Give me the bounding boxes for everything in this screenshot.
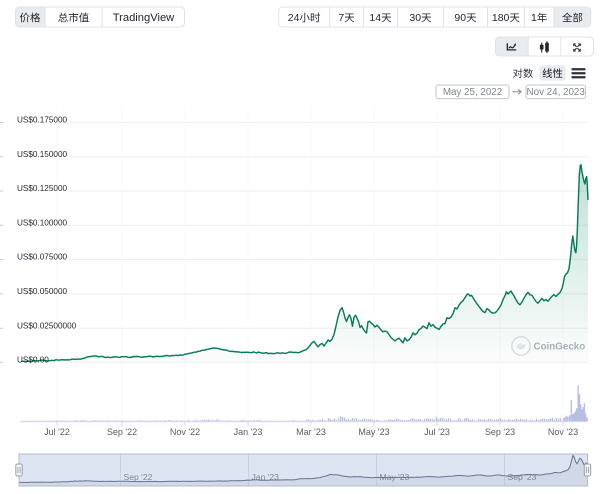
svg-text:Sep '22: Sep '22: [124, 472, 153, 482]
svg-text:Sep '22: Sep '22: [107, 427, 137, 437]
svg-text:CoinGecko: CoinGecko: [534, 342, 586, 353]
svg-text:1: 1: [531, 12, 537, 24]
svg-text:7: 7: [338, 12, 344, 24]
svg-text:US$0.050000: US$0.050000: [17, 287, 68, 296]
svg-text:May '23: May '23: [380, 472, 410, 482]
svg-text:90: 90: [454, 12, 466, 24]
svg-text:US$0.00: US$0.00: [17, 355, 49, 364]
svg-text:US$0.100000: US$0.100000: [17, 218, 68, 227]
svg-text:May '23: May '23: [358, 427, 389, 437]
svg-text:14: 14: [369, 12, 381, 24]
svg-text:US$0.125000: US$0.125000: [17, 184, 68, 193]
svg-text:Nov '23: Nov '23: [548, 427, 578, 437]
svg-text:Jul '23: Jul '23: [424, 427, 450, 437]
svg-text:US$0.075000: US$0.075000: [17, 253, 68, 262]
svg-text:Jul '22: Jul '22: [44, 427, 70, 437]
svg-text:Sep '23: Sep '23: [508, 472, 537, 482]
svg-text:US$0.02500000: US$0.02500000: [17, 321, 77, 330]
svg-text:Jan '23: Jan '23: [252, 472, 280, 482]
svg-text:Nov 24, 2023: Nov 24, 2023: [527, 87, 586, 98]
svg-text:TradingView: TradingView: [113, 12, 175, 24]
svg-text:30: 30: [409, 12, 421, 24]
svg-text:Mar '23: Mar '23: [296, 427, 326, 437]
svg-text:Nov '22: Nov '22: [170, 427, 200, 437]
svg-text:US$0.175000: US$0.175000: [17, 116, 68, 125]
svg-text:180: 180: [492, 12, 510, 24]
svg-text:24: 24: [288, 12, 300, 24]
svg-text:May 25, 2022: May 25, 2022: [443, 87, 502, 98]
svg-text:Jan '23: Jan '23: [234, 427, 263, 437]
svg-text:US$0.150000: US$0.150000: [17, 150, 68, 159]
svg-text:Sep '23: Sep '23: [485, 427, 515, 437]
